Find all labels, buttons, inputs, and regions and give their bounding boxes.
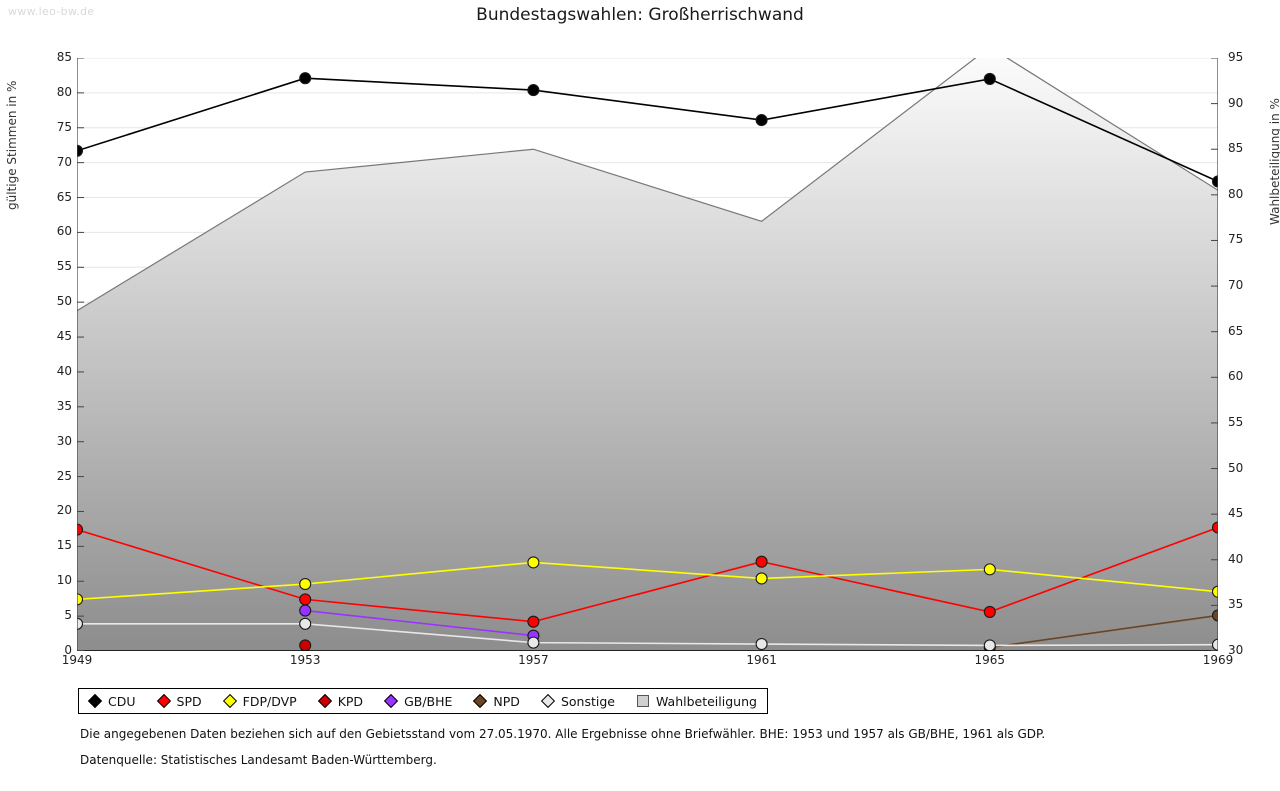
legend-item-npd[interactable]: NPD [473,693,520,709]
y-tick-left: 0 [64,643,72,657]
data-point [755,555,768,568]
legend-label: SPD [176,693,202,709]
data-point [983,563,996,576]
x-tick: 1965 [974,653,1006,667]
y-tick-right: 45 [1228,506,1244,521]
legend-item-spd[interactable]: SPD [156,693,202,709]
footnote-data-basis: Die angegebenen Daten beziehen sich auf … [80,727,1046,741]
y-tick-right: 35 [1228,597,1244,612]
y-tick-right: 60 [1228,369,1244,384]
data-point [299,604,312,617]
legend-diamond-icon [383,693,399,709]
data-point [299,639,312,652]
page-title: Bundestagswahlen: Großherrischwand [476,5,804,25]
y-tick-right: 75 [1228,232,1244,247]
y-tick-left: 75 [56,119,72,134]
legend-label: FDP/DVP [242,693,297,709]
data-point [755,572,768,585]
y-tick-left: 30 [56,433,72,448]
x-tick: 1953 [289,653,321,667]
legend-square-icon [636,695,649,707]
x-tick: 1957 [518,653,549,667]
data-point [299,577,312,591]
y-tick-right: 80 [1228,186,1244,201]
y-tick-right: 95 [1228,50,1244,64]
y-tick-left: 40 [56,363,72,378]
legend-item-kpd[interactable]: KPD [317,693,364,709]
y-tick-left: 85 [56,50,72,64]
legend-label: NPD [493,693,520,709]
data-point [983,605,996,618]
y-tick-left: 50 [56,294,72,309]
legend-diamond-icon [540,693,556,709]
y-tick-left: 15 [56,538,72,553]
chart-legend: CDU SPD FDP/DVP KPD GB/BHE NPD Sonstige Wahlbet… [78,688,768,714]
data-point [299,593,312,606]
chart-svg [70,46,1225,654]
series-cdu [70,72,1225,188]
legend-item-gb-bhe[interactable]: GB/BHE [383,693,453,709]
legend-label: Wahlbeteiligung [655,693,757,709]
area-wahlbeteiligung-outline [76,46,1219,312]
watermark: www.leo-bw.de [8,5,95,18]
y-tick-right: 40 [1228,551,1244,566]
y-tick-right: 50 [1228,460,1244,475]
y-tick-left: 60 [56,224,72,239]
data-point [527,615,540,628]
y-tick-left: 55 [56,259,72,274]
y-tick-left: 35 [56,398,72,413]
legend-item-fdp-dvp[interactable]: FDP/DVP [222,693,297,709]
y-tick-left: 10 [56,573,72,588]
y-tick-left: 45 [56,329,72,344]
legend-item-cdu[interactable]: CDU [87,693,136,709]
data-point [983,639,996,652]
chart-plot-area [70,46,1225,654]
y-tick-right: 85 [1228,141,1244,156]
y-tick-left: 70 [56,154,72,169]
area-wahlbeteiligung [77,47,1218,651]
legend-label: KPD [337,693,364,709]
y-tick-right: 55 [1228,414,1244,429]
data-point [983,72,996,85]
y-tick-left: 20 [56,503,72,518]
legend-item-sonstige[interactable]: Sonstige [540,693,615,709]
y-tick-right: 70 [1228,278,1244,293]
data-point [299,617,312,630]
data-point [527,556,540,569]
y-axis-left-label: gültige Stimmen in % [5,80,19,210]
data-point [527,84,540,97]
y-tick-right: 90 [1228,95,1244,110]
legend-label: CDU [108,693,136,709]
y-axis-right-label: Wahlbeteiligung in % [1268,98,1280,225]
x-tick: 1969 [1202,653,1234,667]
data-point [299,72,312,85]
legend-label: GB/BHE [404,693,453,709]
legend-diamond-icon [317,693,332,709]
footnote-source: Datenquelle: Statistisches Landesamt Bad… [80,753,437,767]
data-point [1211,175,1225,188]
data-point [527,636,540,649]
y-tick-left: 25 [56,468,72,483]
data-point [755,637,768,651]
y-tick-left: 65 [56,189,72,204]
x-tick: 1961 [746,653,777,667]
y-tick-left: 5 [64,608,72,623]
legend-diamond-icon [222,693,237,709]
y-tick-right: 65 [1228,323,1244,338]
legend-item-wahlbeteiligung[interactable]: Wahlbeteiligung [636,693,757,709]
legend-diamond-icon [87,693,103,709]
legend-diamond-icon [156,693,171,709]
x-tick: 1949 [61,653,93,667]
legend-label: Sonstige [560,693,615,709]
data-point [70,144,84,157]
y-tick-right: 30 [1228,643,1244,657]
data-point [755,114,768,127]
y-tick-left: 80 [56,84,72,99]
legend-diamond-icon [473,693,488,709]
series-kpd [299,639,312,652]
